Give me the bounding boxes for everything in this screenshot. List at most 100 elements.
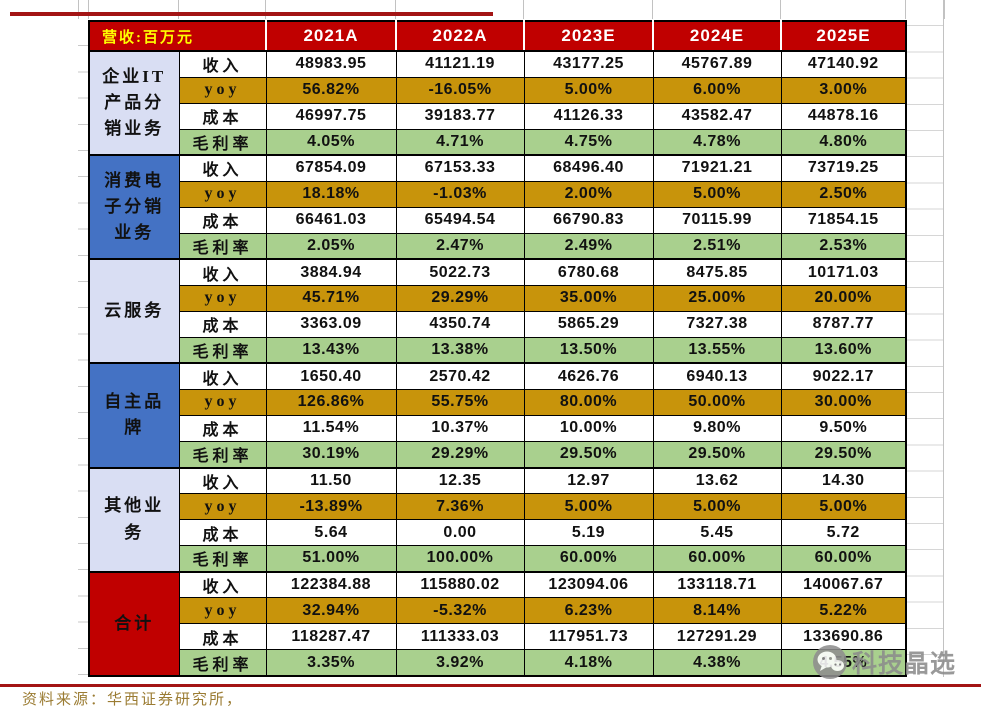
- metric-label: yoy: [178, 284, 267, 312]
- value-cell: 9.50%: [780, 414, 907, 442]
- value-cell: 30.00%: [780, 388, 907, 416]
- value-cell: 100.00%: [395, 545, 525, 573]
- table-row: 成本 46997.75 39183.77 41126.33 43582.47 44878.…: [89, 102, 907, 130]
- metric-label: 毛利率: [178, 128, 267, 156]
- table-row: 成本 118287.47 111333.03 117951.73 127291.29 13…: [89, 623, 907, 651]
- value-cell: 20.00%: [780, 284, 907, 312]
- metric-label: 成本: [178, 414, 267, 442]
- value-cell: 10.00%: [523, 414, 654, 442]
- wechat-icon: [813, 645, 847, 679]
- value-cell: 46997.75: [265, 102, 397, 130]
- table-row: 毛利率 13.43% 13.38% 13.50% 13.55% 13.60%: [89, 336, 907, 364]
- left-gridline-gutter: [78, 20, 88, 677]
- metric-label: 收入: [178, 154, 267, 182]
- group-label: 合计: [88, 570, 180, 677]
- value-cell: -5.32%: [395, 597, 525, 625]
- value-cell: 13.62: [652, 466, 782, 495]
- value-cell: 6940.13: [652, 362, 782, 390]
- table-row: 毛利率 4.05% 4.71% 4.75% 4.78% 4.80%: [89, 128, 907, 156]
- metric-label: yoy: [178, 597, 267, 625]
- table-row: yoy -13.89% 7.36% 5.00% 5.00% 5.00%: [89, 493, 907, 521]
- metric-label: 成本: [178, 623, 267, 651]
- value-cell: 8.14%: [652, 597, 782, 625]
- value-cell: 117951.73: [523, 623, 654, 651]
- value-cell: 8475.85: [652, 258, 782, 286]
- value-cell: 5.45: [652, 519, 782, 547]
- value-cell: 11.54%: [265, 414, 397, 442]
- group-label: 云服务: [88, 258, 180, 364]
- value-cell: 3.35%: [265, 649, 397, 677]
- value-cell: 4.38%: [652, 649, 782, 677]
- table-row: yoy 56.82% -16.05% 5.00% 6.00% 3.00%: [89, 76, 907, 104]
- value-cell: 66790.83: [523, 206, 654, 234]
- group-label: 自主品 牌: [88, 362, 180, 469]
- value-cell: 5.00%: [652, 493, 782, 521]
- value-cell: 127291.29: [652, 623, 782, 651]
- value-cell: 5.00%: [780, 493, 907, 521]
- value-cell: 66461.03: [265, 206, 397, 234]
- year-column-header: 2023E: [523, 20, 653, 52]
- gridline-tick: [395, 0, 396, 19]
- table-row: yoy 18.18% -1.03% 2.00% 5.00% 2.50%: [89, 180, 907, 208]
- metric-label: 收入: [178, 258, 267, 286]
- table-row: 成本 5.64 0.00 5.19 5.45 5.72: [89, 519, 907, 547]
- table-row: yoy 32.94% -5.32% 6.23% 8.14% 5.22%: [89, 597, 907, 625]
- value-cell: 43177.25: [523, 49, 654, 78]
- table-row: yoy 126.86% 55.75% 80.00% 50.00% 30.00%: [89, 388, 907, 416]
- table-row: 毛利率 2.05% 2.47% 2.49% 2.51% 2.53%: [89, 232, 907, 260]
- value-cell: -1.03%: [395, 180, 525, 208]
- watermark-text: 科技晶选: [852, 651, 957, 678]
- table-row: 成本 3363.09 4350.74 5865.29 7327.38 8787.77: [89, 310, 907, 338]
- value-cell: 2.50%: [780, 180, 907, 208]
- value-cell: 71854.15: [780, 206, 907, 234]
- table-row: 云服务 收入 3884.94 5022.73 6780.68 8475.85 10171.0…: [88, 258, 907, 364]
- value-cell: 5.72: [780, 519, 907, 547]
- value-cell: 47140.92: [780, 49, 907, 78]
- table-row: 企业IT 产品分 销业务 收入 48983.95 41121.19 43177.25 45…: [88, 49, 907, 156]
- group-label: 企业IT 产品分 销业务: [88, 49, 180, 156]
- table-row: 成本 66461.03 65494.54 66790.83 70115.99 71854.…: [89, 206, 907, 234]
- group-label: 消费电 子分销 业务: [88, 154, 180, 260]
- value-cell: 4.05%: [265, 128, 397, 156]
- value-cell: 48983.95: [265, 49, 397, 78]
- value-cell: 4626.76: [523, 362, 654, 390]
- value-cell: 5.00%: [523, 493, 654, 521]
- value-cell: 115880.02: [395, 570, 525, 599]
- value-cell: 9022.17: [780, 362, 907, 390]
- value-cell: 2.53%: [780, 232, 907, 260]
- metric-label: 收入: [178, 570, 267, 599]
- value-cell: 7327.38: [652, 310, 782, 338]
- metric-label: 毛利率: [178, 440, 267, 469]
- value-cell: 43582.47: [652, 102, 782, 130]
- value-cell: 13.38%: [395, 336, 525, 364]
- metric-label: 成本: [178, 519, 267, 547]
- value-cell: 29.29%: [395, 440, 525, 469]
- value-cell: 13.55%: [652, 336, 782, 364]
- value-cell: 41121.19: [395, 49, 525, 78]
- value-cell: 68496.40: [523, 154, 654, 182]
- value-cell: 5.22%: [780, 597, 907, 625]
- value-cell: 10171.03: [780, 258, 907, 286]
- value-cell: 5.64: [265, 519, 397, 547]
- table-row: 消费电 子分销 业务 收入 67854.09 67153.33 68496.40 7192…: [88, 154, 907, 260]
- metric-label: yoy: [178, 388, 267, 416]
- revenue-forecast-table: 营收:百万元 2021A 2022A 2023E 2024E 2025E 企业IT 产品…: [88, 20, 907, 677]
- value-cell: 9.80%: [652, 414, 782, 442]
- value-cell: 71921.21: [652, 154, 782, 182]
- table-corner-header: 营收:百万元: [89, 20, 266, 52]
- spreadsheet-gridline-ticks: [0, 0, 981, 19]
- value-cell: 3363.09: [265, 310, 397, 338]
- value-cell: 122384.88: [265, 570, 397, 599]
- value-cell: 4.80%: [780, 128, 907, 156]
- value-cell: 50.00%: [652, 388, 782, 416]
- value-cell: 29.29%: [395, 284, 525, 312]
- year-column-header: 2025E: [780, 20, 906, 52]
- value-cell: 5022.73: [395, 258, 525, 286]
- value-cell: 3884.94: [265, 258, 397, 286]
- value-cell: 73719.25: [780, 154, 907, 182]
- gridline-tick: [523, 0, 524, 19]
- year-column-header: 2021A: [265, 20, 396, 52]
- metric-label: 收入: [178, 49, 267, 78]
- value-cell: 133690.86: [780, 623, 907, 651]
- value-cell: 3.00%: [780, 76, 907, 104]
